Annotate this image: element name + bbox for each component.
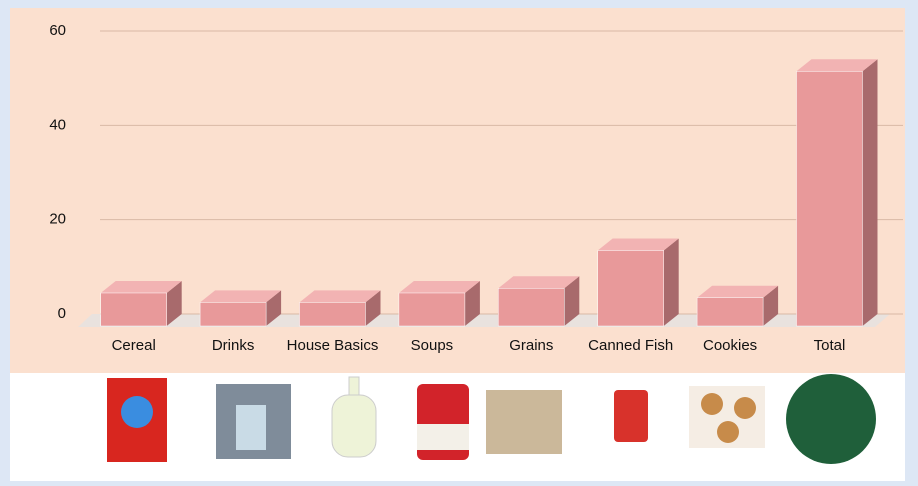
soup-label [417, 424, 469, 450]
x-tick-label: House Basics [287, 337, 379, 354]
bar-side [863, 59, 878, 326]
bar [300, 302, 366, 326]
x-tick-label: Canned Fish [588, 337, 673, 354]
soap-bottle [332, 395, 376, 457]
bar [498, 288, 564, 326]
cereal-logo [121, 396, 153, 428]
y-tick-label: 20 [49, 211, 66, 228]
soap-pump [349, 377, 359, 395]
cookie [734, 397, 756, 419]
water-glass [236, 405, 266, 450]
bar [200, 302, 266, 326]
y-tick-label: 40 [49, 116, 66, 133]
bar [797, 71, 863, 326]
harvest-logo [786, 374, 876, 464]
fish-can [614, 390, 648, 442]
x-tick-label: Cereal [112, 337, 156, 354]
y-tick-label: 0 [58, 305, 66, 322]
bar-side [664, 239, 679, 326]
x-tick-label: Cookies [703, 337, 757, 354]
x-tick-label: Total [814, 337, 846, 354]
cookie [717, 421, 739, 443]
grains-photo [486, 390, 562, 454]
page: 0 20 40 60 Cereal Drinks House Basics Soups Grai… [0, 0, 918, 481]
x-tick-label: Soups [411, 337, 454, 354]
bar [598, 251, 664, 326]
x-tick-label: Grains [509, 337, 553, 354]
x-tick-label: Drinks [212, 337, 255, 354]
y-tick-label: 60 [49, 22, 66, 39]
chart: 0 20 40 60 Cereal Drinks House Basics Soups Grai… [0, 0, 918, 481]
bar [399, 293, 465, 326]
bar [101, 293, 167, 326]
cookie [701, 393, 723, 415]
bar [697, 298, 763, 326]
